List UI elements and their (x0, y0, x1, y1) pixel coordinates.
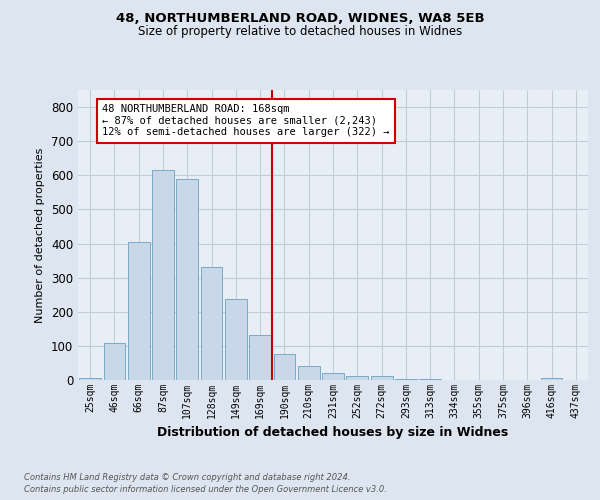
Bar (128, 242, 149, 380)
Bar (152, 170, 174, 380)
Text: Contains public sector information licensed under the Open Government Licence v3: Contains public sector information licen… (24, 485, 387, 494)
Bar (322, 373, 344, 380)
Bar (541, 378, 562, 380)
Bar (395, 379, 417, 380)
Bar (298, 366, 320, 380)
Bar (225, 299, 247, 380)
Bar (79, 378, 101, 380)
Bar (104, 344, 125, 380)
Text: 48 NORTHUMBERLAND ROAD: 168sqm
← 87% of detached houses are smaller (2,243)
12% : 48 NORTHUMBERLAND ROAD: 168sqm ← 87% of … (102, 104, 390, 138)
Text: Contains HM Land Registry data © Crown copyright and database right 2024.: Contains HM Land Registry data © Crown c… (24, 472, 350, 482)
Bar (371, 376, 392, 380)
Bar (249, 334, 271, 380)
Bar (274, 354, 295, 380)
Text: 48, NORTHUMBERLAND ROAD, WIDNES, WA8 5EB: 48, NORTHUMBERLAND ROAD, WIDNES, WA8 5EB (116, 12, 484, 26)
Text: Size of property relative to detached houses in Widnes: Size of property relative to detached ho… (138, 25, 462, 38)
Bar (200, 268, 223, 380)
Bar (419, 379, 441, 380)
Y-axis label: Number of detached properties: Number of detached properties (35, 148, 46, 322)
X-axis label: Distribution of detached houses by size in Widnes: Distribution of detached houses by size … (157, 426, 509, 440)
Bar (176, 178, 198, 380)
Bar (346, 376, 368, 380)
